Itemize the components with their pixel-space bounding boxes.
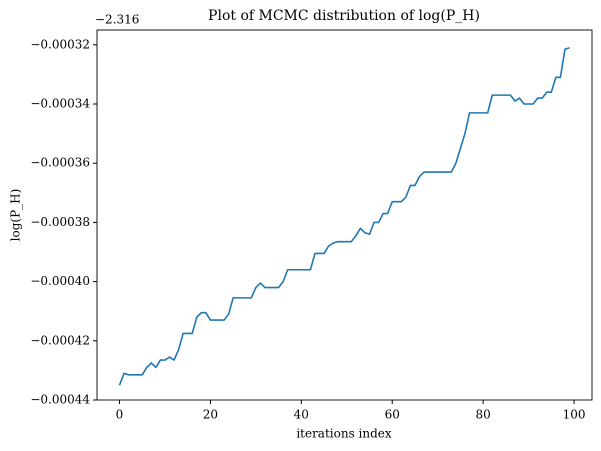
y-tick-label: −0.00040 — [30, 274, 90, 288]
y-tick-label: −0.00038 — [30, 215, 90, 229]
y-tick-label: −0.00042 — [30, 333, 90, 347]
x-tick-label: 40 — [294, 408, 309, 422]
plot-frame — [96, 29, 593, 401]
y-tick-label: −0.00034 — [30, 97, 90, 111]
y-tick-label: −0.00036 — [30, 156, 90, 170]
x-tick-label: 100 — [563, 408, 586, 422]
x-tick-label: 0 — [116, 408, 124, 422]
y-axis-label: log(P_H) — [9, 189, 23, 242]
data-line — [118, 46, 570, 386]
x-tick-label: 80 — [475, 408, 490, 422]
x-tick-label: 20 — [203, 408, 218, 422]
y-offset-label: −2.316 — [95, 13, 139, 27]
chart-title: Plot of MCMC distribution of log(P_H) — [208, 8, 480, 24]
x-tick-label: 60 — [385, 408, 400, 422]
x-axis-label: iterations index — [296, 427, 392, 441]
y-tick-label: −0.00032 — [30, 37, 90, 51]
y-tick-label: −0.00044 — [30, 393, 90, 407]
